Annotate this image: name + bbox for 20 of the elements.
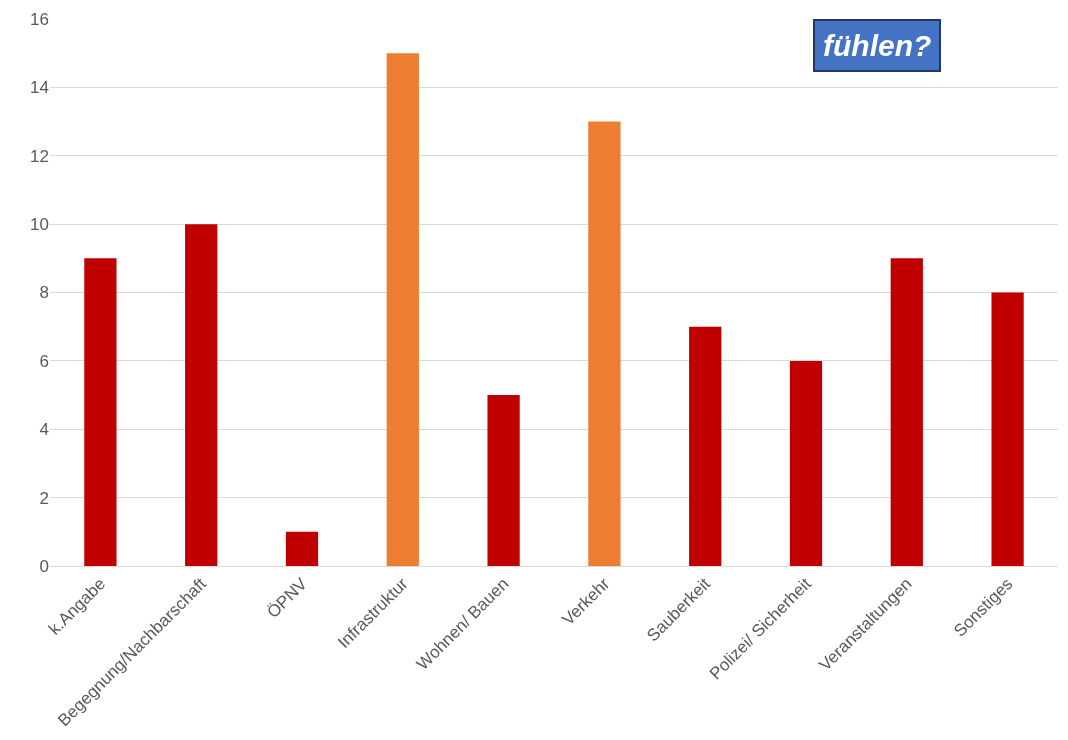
y-tick-label: 4 xyxy=(39,420,49,440)
y-tick-label: 10 xyxy=(30,215,49,235)
y-tick-label: 14 xyxy=(30,78,49,98)
bar xyxy=(588,121,621,566)
bar xyxy=(487,395,520,566)
bar xyxy=(890,258,923,566)
y-tick-label: 6 xyxy=(39,351,49,371)
bar xyxy=(689,326,722,566)
y-tick-label: 0 xyxy=(39,556,49,576)
bar xyxy=(185,224,218,566)
y-tick-label: 16 xyxy=(30,9,49,29)
y-tick-label: 12 xyxy=(30,146,49,166)
bar xyxy=(789,360,823,566)
y-tick-label: 8 xyxy=(39,283,49,303)
bar xyxy=(991,292,1024,566)
bar xyxy=(285,531,319,566)
annotation: fühlen? xyxy=(823,29,932,62)
bar xyxy=(386,53,419,566)
y-tick-label: 2 xyxy=(39,488,49,508)
bar xyxy=(84,258,117,566)
